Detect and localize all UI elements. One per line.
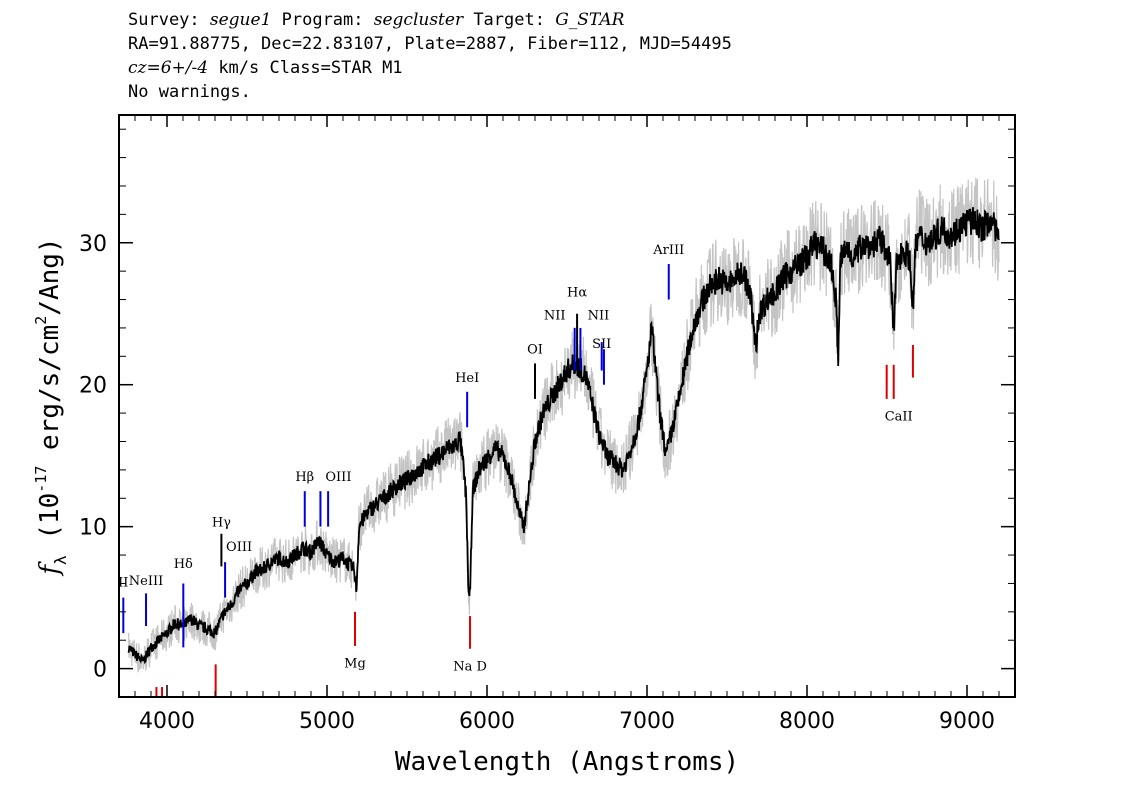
line-marker-label: NeIII (129, 574, 163, 589)
survey-value: segue1 (209, 10, 272, 30)
redshift-value: cz=6+/-4 (128, 58, 209, 78)
line-marker-label: ArIII (652, 243, 684, 258)
x-tick-label: 9000 (939, 709, 995, 734)
header-line-redshift: cz=6+/-4 km/s Class=STAR M1 (128, 56, 732, 80)
x-axis-title: Wavelength (Angstroms) (395, 747, 739, 777)
line-marker-label: Hα (567, 286, 587, 301)
line-marker-label: OIII (325, 470, 351, 485)
line-marker-label: OIII (226, 540, 252, 555)
line-marker-label: Hβ (295, 470, 314, 485)
y-tick-label: 30 (79, 232, 107, 257)
class-text: km/s Class=STAR M1 (208, 58, 403, 78)
program-value: segcluster (373, 10, 464, 30)
spectrum-header: Survey: segue1 Program: segcluster Targe… (128, 8, 732, 104)
x-tick-label: 8000 (779, 709, 835, 734)
line-marker-label: Hδ (174, 557, 193, 572)
line-marker-label: II (118, 575, 128, 590)
y-tick-label: 10 (79, 516, 107, 541)
line-marker-label: Hγ (212, 516, 231, 531)
x-tick-label: 6000 (459, 709, 515, 734)
line-marker-label: NII (544, 308, 566, 323)
line-marker-label: CaII (885, 410, 913, 425)
x-tick-label: 5000 (299, 709, 355, 734)
header-line-warnings: No warnings. (128, 82, 251, 102)
target-key: Target: (463, 10, 556, 30)
line-marker-label: SII (592, 337, 611, 352)
line-marker-label: HeI (455, 371, 479, 386)
x-tick-label: 4000 (139, 709, 195, 734)
header-line-coordinates: RA=91.88775, Dec=22.83107, Plate=2887, F… (128, 34, 732, 54)
y-axis-title: fλ (10-17 erg/s/cm2/Ang) (32, 237, 70, 576)
header-line-survey: Survey: segue1 Program: segcluster Targe… (128, 8, 732, 32)
x-tick-label: 7000 (619, 709, 675, 734)
line-marker-label: Mg (344, 657, 366, 672)
program-key: Program: (271, 10, 374, 30)
y-tick-label: 0 (93, 658, 107, 683)
line-marker-label: NII (588, 308, 610, 323)
line-marker-label: Na D (453, 659, 487, 674)
y-tick-label: 20 (79, 374, 107, 399)
plot-frame (118, 114, 1016, 698)
spectrum-flux-line (127, 207, 1000, 665)
survey-key: Survey: (128, 10, 210, 30)
line-marker-label: OI (527, 342, 543, 357)
target-value: G_STAR (555, 10, 625, 30)
spectrum-series (127, 207, 1000, 665)
